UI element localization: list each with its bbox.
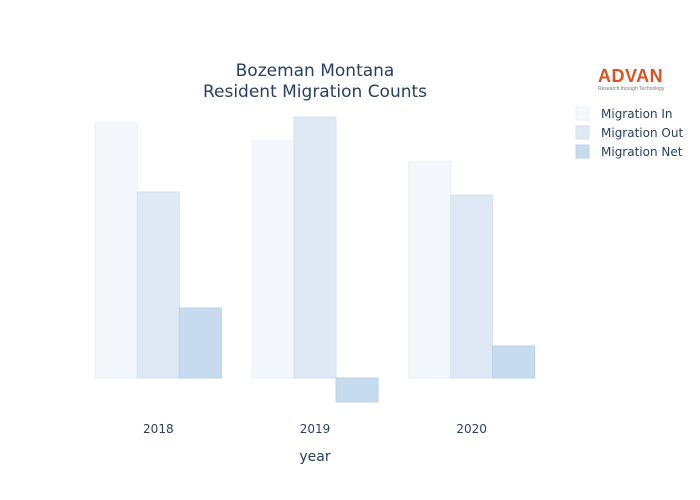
bars-group <box>94 116 536 403</box>
x-tick-label-2018: 2018 <box>143 422 174 436</box>
bar-migration-in-2018[interactable] <box>94 122 138 379</box>
legend-label: Migration Net <box>601 145 683 159</box>
bar-migration-out-2020[interactable] <box>450 194 494 379</box>
legend-swatch <box>575 144 590 159</box>
bar-migration-in-2020[interactable] <box>408 161 452 379</box>
chart-title-line-1: Bozeman Montana <box>236 61 395 81</box>
bar-migration-net-2018[interactable] <box>178 307 222 379</box>
legend: Migration In Migration Out Migration Net <box>575 106 683 159</box>
legend-label: Migration In <box>601 107 673 121</box>
legend-item-migration-out[interactable]: Migration Out <box>575 125 683 140</box>
bar-migration-out-2018[interactable] <box>136 191 180 379</box>
x-axis-ticks: 2018 2019 2020 <box>143 422 487 436</box>
x-tick-label-2019: 2019 <box>300 422 331 436</box>
chart-title-line-2: Resident Migration Counts <box>203 82 427 102</box>
legend-label: Migration Out <box>601 126 683 140</box>
logo-tagline: Research through Technology <box>598 86 665 92</box>
legend-swatch <box>575 125 590 140</box>
bar-migration-out-2019[interactable] <box>293 116 337 379</box>
legend-swatch <box>575 106 590 121</box>
bar-migration-net-2020[interactable] <box>492 345 536 379</box>
x-tick-label-2020: 2020 <box>456 422 487 436</box>
x-axis-title: year <box>299 449 330 465</box>
advan-logo: ADVAN Research through Technology <box>598 66 674 92</box>
bar-migration-net-2019[interactable] <box>335 377 379 403</box>
chart-title: Bozeman Montana Resident Migration Count… <box>203 61 427 102</box>
legend-item-migration-net[interactable]: Migration Net <box>575 144 683 159</box>
legend-item-migration-in[interactable]: Migration In <box>575 106 673 121</box>
logo-wordmark: ADVAN <box>598 66 664 86</box>
bar-migration-in-2019[interactable] <box>251 140 295 379</box>
